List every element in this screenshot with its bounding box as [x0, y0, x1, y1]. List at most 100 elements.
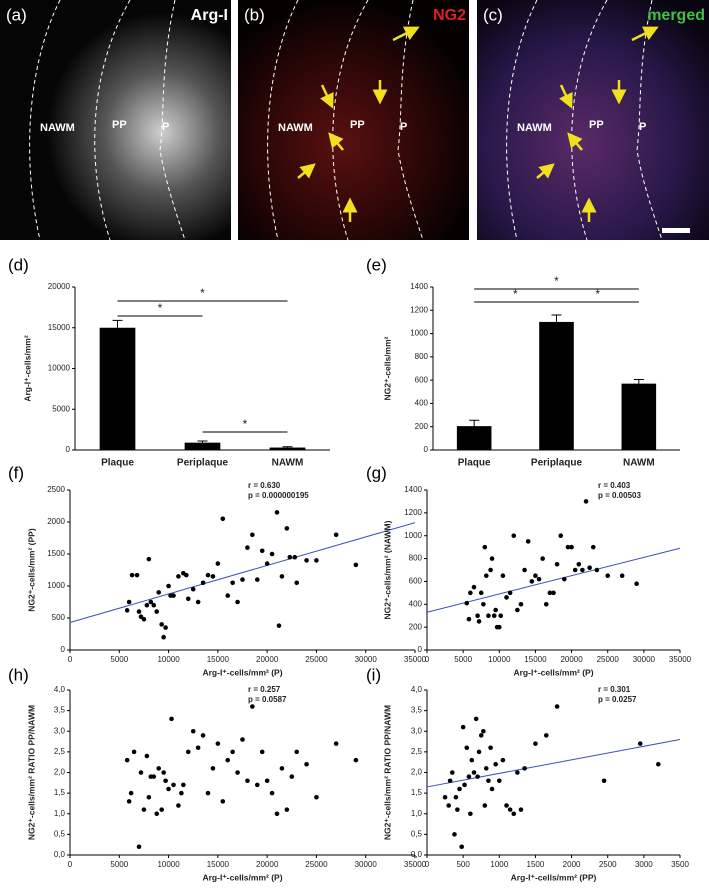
point	[353, 562, 359, 568]
point	[455, 807, 460, 812]
point	[166, 786, 171, 792]
point	[493, 761, 498, 767]
point	[138, 770, 144, 775]
stat-annotation: r = 0.257	[248, 685, 281, 694]
y-tick-label: 1,5	[54, 788, 66, 797]
point	[136, 609, 142, 614]
y-tick-label: 1400	[410, 282, 428, 291]
point	[466, 774, 472, 779]
point	[466, 616, 472, 622]
scale-bar	[662, 228, 690, 233]
point	[476, 619, 482, 624]
region-label: NAWM	[517, 122, 552, 134]
x-axis-label: Arg-I⁺-cells/mm² (P)	[513, 667, 593, 677]
point	[235, 599, 240, 605]
point	[452, 832, 457, 837]
stat-annotation: p = 0.0257	[598, 695, 637, 704]
image-title: Arg-I	[191, 7, 228, 24]
point	[200, 733, 206, 738]
region-label: P	[400, 121, 407, 133]
point	[156, 590, 162, 595]
point	[304, 558, 309, 563]
x-tick-label: 35000	[669, 655, 692, 664]
point	[473, 716, 479, 722]
y-tick-label: 1,0	[411, 809, 423, 818]
region-label: NAWM	[40, 122, 75, 134]
point	[453, 794, 459, 800]
point	[511, 533, 517, 539]
point	[478, 590, 484, 596]
x-tick-label: 25000	[305, 860, 328, 869]
region-label: PP	[589, 119, 604, 131]
point	[522, 567, 527, 573]
x-tick-label: 25000	[597, 655, 620, 664]
y-tick-label: 1200	[410, 305, 428, 314]
bar	[621, 383, 657, 450]
point	[634, 581, 639, 587]
x-tick-label: 10000	[157, 860, 180, 869]
x-tick-label: 500	[456, 860, 470, 869]
point	[483, 766, 489, 771]
x-tick-label: 25000	[305, 655, 328, 664]
point	[134, 572, 140, 578]
y-tick-label: 3,0	[411, 726, 423, 735]
point	[205, 790, 211, 796]
point	[269, 790, 275, 796]
y-tick-label: 5000	[52, 404, 70, 413]
point	[269, 551, 275, 557]
point	[601, 778, 607, 784]
point	[554, 704, 560, 709]
point	[522, 766, 527, 771]
point	[468, 590, 473, 596]
point	[176, 574, 181, 579]
point	[292, 554, 298, 560]
micrographs	[0, 0, 709, 241]
point	[276, 623, 282, 628]
y-tick-label: 3,5	[54, 706, 66, 715]
point	[146, 794, 152, 800]
point	[254, 782, 260, 788]
point	[274, 811, 280, 817]
point	[507, 590, 513, 596]
point	[353, 757, 359, 763]
point	[471, 770, 477, 775]
point	[543, 733, 549, 738]
point	[504, 595, 509, 600]
y-tick-label: 0	[61, 645, 66, 654]
point	[488, 745, 493, 751]
point	[184, 572, 189, 578]
point	[129, 572, 135, 578]
y-tick-label: 2,5	[54, 747, 66, 756]
y-tick-label: 10000	[48, 364, 71, 373]
point	[146, 556, 152, 562]
y-axis-label: NG2⁺-cells/mm² RATIO PP/NAWM	[382, 705, 392, 840]
x-tick-label: 0	[68, 860, 73, 869]
panel-label: (f)	[8, 463, 24, 482]
point	[215, 561, 221, 566]
point	[240, 577, 245, 582]
point	[515, 607, 520, 613]
point	[543, 601, 549, 607]
y-axis-label: Arg-I⁺-cells/mm²	[22, 335, 32, 402]
point	[185, 749, 191, 755]
y-tick-label: 0	[418, 645, 423, 654]
point	[259, 749, 265, 755]
panel-label: (b)	[244, 5, 265, 24]
y-tick-label: 400	[409, 599, 423, 608]
point	[185, 596, 191, 602]
x-tick-label: 15000	[207, 655, 230, 664]
x-tick-label: Periplaque	[177, 458, 229, 469]
point	[163, 778, 168, 784]
y-tick-label: 3,5	[411, 706, 423, 715]
point	[171, 782, 176, 788]
point	[518, 601, 524, 607]
region-borders	[29, 0, 663, 241]
point	[525, 539, 531, 544]
x-axis-label: Arg-I⁺-cells/mm² (P)	[202, 872, 282, 882]
point	[181, 782, 186, 788]
panel-label: (g)	[366, 463, 387, 482]
stat-annotation: p = 0.000000195	[248, 491, 309, 500]
x-tick-label: 10000	[157, 655, 180, 664]
point	[144, 602, 150, 608]
y-tick-label: 20000	[48, 282, 71, 291]
